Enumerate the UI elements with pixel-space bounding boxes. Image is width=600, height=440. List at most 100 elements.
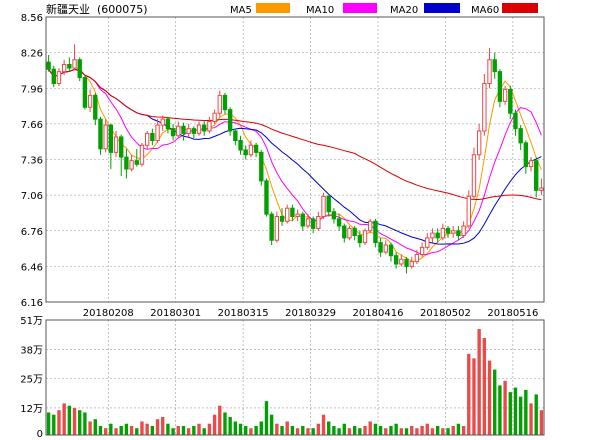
legend-ma60-label: MA60 [471,5,499,16]
candle-down [82,77,88,108]
candle-up [274,216,280,241]
price-tick-label: 6.46 [21,262,43,273]
candle-down [279,216,285,222]
volume-bar [295,428,300,435]
candle-down [108,124,114,153]
volume-bar [197,423,201,435]
volume-bar [327,421,331,435]
candle-down [119,136,124,158]
candle-up [368,220,373,232]
volume-bar [78,410,82,435]
volume-bar [487,360,492,435]
legend-ma10-label: MA10 [306,5,334,16]
volume-tick-label: 51万 [20,316,43,327]
volume-bar [109,423,113,435]
candle-up [139,144,145,165]
candle-down [253,144,259,153]
date-tick-label: 20180315 [218,308,269,319]
date-tick-label: 20180329 [285,308,336,319]
candle-down [378,242,383,253]
candle-down [388,244,394,257]
candle-down [98,118,103,150]
candle-down [310,218,316,229]
volume-bar [508,392,512,435]
volume-bar [228,416,232,435]
volume-bar [352,425,357,435]
candle-up [487,59,492,84]
candle-down [202,124,207,132]
candle-up [207,121,212,132]
volume-bar [269,414,274,435]
volume-bar [518,396,523,435]
volume-bar [218,405,222,435]
volume-bar [57,410,61,435]
volume-bar [493,369,497,435]
candle-down [233,130,238,141]
volume-bar [140,421,144,435]
candle-up [155,124,160,141]
candle-down [134,160,139,165]
price-tick-label: 8.26 [21,49,43,60]
candle-down [393,255,399,265]
candle-up [502,88,508,102]
volume-bar [83,412,87,435]
volume-bar [244,425,248,435]
candle-down [508,88,513,114]
volume-bar [124,423,129,435]
candle-down [435,232,440,239]
volume-bar [529,403,533,435]
price-tick-label: 6.76 [21,227,43,238]
volume-bar [337,428,341,435]
axis-labels: 8.56 8.26 7.96 7.66 7.36 7.06 6.76 6.46 6.16 2018… [20,13,538,440]
volume-bar [524,389,528,435]
volume-bar [254,425,258,435]
volume-bar [498,385,502,435]
volume-bar [342,423,346,435]
candle-down [124,156,129,170]
volume-bar [430,428,435,435]
volume-bar [358,428,362,435]
stock-name: 新疆天业 [46,2,90,16]
candle-up [476,130,482,156]
volume-bar [301,425,305,435]
volume-bar [482,338,487,435]
candle-up [528,160,534,168]
moving-average-lines [48,67,542,262]
candle-down [93,94,98,120]
candle-up [451,230,456,234]
volume-panel-frame [45,319,545,436]
volume-bar [238,423,243,435]
volume-bar [477,329,481,435]
volume-bar [52,414,56,435]
candle-down [238,140,243,151]
candle-down [290,207,295,217]
candle-down [352,227,357,236]
candle-down [264,180,269,215]
candle-up [347,227,352,239]
volume-bar [441,428,445,435]
volume-bar [129,425,134,435]
candle-down [456,230,461,236]
candle-up [212,112,217,122]
volume-bar [467,353,471,435]
grid-lines [46,17,544,435]
candle-down [523,142,529,168]
candle-down [269,213,274,241]
volume-bar [135,428,139,435]
candle-up [295,213,300,217]
volume-bar [46,412,51,435]
legend-ma5-label: MA5 [230,5,252,16]
volume-bar [321,414,326,435]
volume-tick-label: 38万 [20,345,43,356]
volume-bar [88,421,92,435]
volume-bar [394,423,398,435]
legend: MA5 MA10 MA20 MA60 [230,3,538,16]
candle-down [445,227,451,234]
candle-up [466,195,471,227]
volume-tick-label: 12万 [20,404,43,415]
candle-up [129,160,134,170]
volume-bar [513,387,518,435]
volume-bar [62,403,66,435]
price-tick-label: 6.16 [21,298,43,309]
